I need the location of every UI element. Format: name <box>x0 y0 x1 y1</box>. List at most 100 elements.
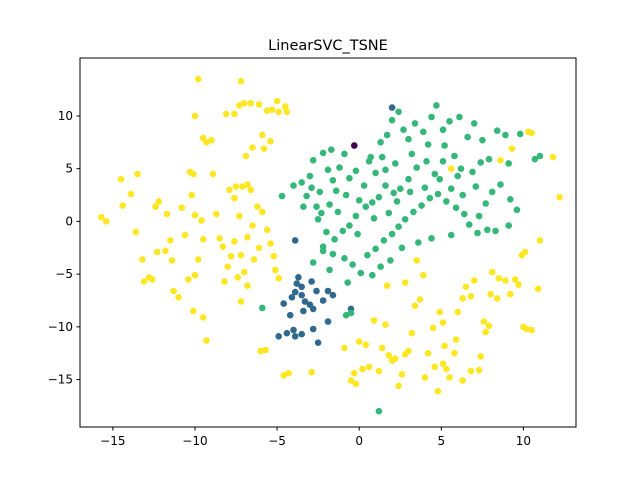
data-point-class-2 <box>278 192 286 200</box>
data-point-class-3 <box>487 290 494 298</box>
data-point-class-3 <box>119 202 126 209</box>
data-point-class-2 <box>378 153 386 161</box>
y-tick-label: 0 <box>65 214 73 228</box>
data-point-class-3 <box>168 257 176 264</box>
data-point-class-3 <box>244 181 251 188</box>
data-point-class-2 <box>513 206 521 214</box>
data-point-class-3 <box>188 191 195 199</box>
data-point-class-2 <box>479 136 486 144</box>
data-point-class-2 <box>385 209 393 217</box>
data-point-class-3 <box>446 374 453 381</box>
data-point-class-3 <box>175 294 182 301</box>
data-point-class-2 <box>406 188 414 196</box>
data-point-class-3 <box>420 271 427 279</box>
data-point-class-3 <box>462 283 470 291</box>
data-point-class-3 <box>224 263 232 271</box>
data-point-class-3 <box>263 107 271 114</box>
data-point-class-2 <box>329 250 337 258</box>
data-point-class-3 <box>441 342 448 350</box>
data-point-class-3 <box>170 287 177 295</box>
data-point-class-3 <box>536 237 544 244</box>
data-point-class-3 <box>255 244 263 252</box>
data-point-class-3 <box>534 285 542 293</box>
data-point-class-2 <box>465 221 473 228</box>
data-point-class-3 <box>181 231 189 239</box>
x-axis: −15 −10 −5 0 5 10 <box>100 427 531 448</box>
data-point-class-2 <box>336 164 343 171</box>
data-point-class-1 <box>291 333 299 340</box>
data-point-class-3 <box>467 293 475 300</box>
data-point-class-2 <box>346 174 353 182</box>
data-point-class-3 <box>477 353 485 360</box>
data-point-class-3 <box>388 357 396 364</box>
data-point-class-3 <box>249 144 256 151</box>
data-point-class-3 <box>237 251 245 259</box>
data-point-class-1 <box>300 307 307 315</box>
data-point-class-3 <box>549 153 557 161</box>
data-point-class-3 <box>247 100 255 107</box>
data-point-class-3 <box>351 369 358 377</box>
data-point-class-2 <box>457 165 465 172</box>
data-point-class-2 <box>439 158 447 165</box>
data-point-class-2 <box>388 116 396 124</box>
y-tick-label: 5 <box>65 162 73 176</box>
data-point-class-2 <box>456 113 463 121</box>
data-point-class-2 <box>398 244 406 252</box>
data-point-class-3 <box>308 368 315 376</box>
y-axis: −15 −10 −5 0 5 10 <box>48 109 80 387</box>
data-point-class-1 <box>290 326 297 334</box>
data-point-class-2 <box>428 235 435 242</box>
data-point-class-2 <box>446 118 453 125</box>
data-point-class-3 <box>395 382 402 390</box>
data-point-class-3 <box>475 366 483 374</box>
data-point-class-2 <box>531 155 539 163</box>
x-tick-label: 10 <box>516 434 531 448</box>
data-point-class-3 <box>485 322 493 330</box>
data-point-class-2 <box>410 208 417 216</box>
data-point-class-3 <box>195 256 202 263</box>
data-point-class-3 <box>257 347 265 355</box>
data-point-class-3 <box>528 326 535 334</box>
data-point-class-3 <box>497 157 504 164</box>
data-point-class-2 <box>461 210 468 218</box>
data-point-class-2 <box>382 182 389 189</box>
data-point-class-2 <box>318 209 325 217</box>
data-point-class-2 <box>469 168 476 176</box>
data-point-class-1 <box>286 311 294 319</box>
data-point-class-1 <box>275 333 283 340</box>
data-point-class-0 <box>351 142 358 149</box>
data-point-class-3 <box>528 129 535 137</box>
data-point-class-2 <box>428 113 435 121</box>
data-point-class-3 <box>365 363 373 371</box>
data-point-class-2 <box>464 133 471 141</box>
data-point-class-3 <box>285 369 292 377</box>
data-point-class-2 <box>401 216 409 223</box>
data-point-class-3 <box>382 321 389 329</box>
data-point-class-3 <box>208 136 215 144</box>
data-point-class-2 <box>300 203 307 210</box>
data-point-class-3 <box>198 217 205 224</box>
data-point-class-2 <box>474 229 481 237</box>
data-point-class-3 <box>240 268 248 276</box>
data-point-class-3 <box>237 298 245 305</box>
data-point-class-2 <box>441 142 448 149</box>
data-point-class-3 <box>191 211 199 219</box>
data-point-class-3 <box>237 77 245 85</box>
data-point-class-2 <box>375 193 383 201</box>
data-point-class-3 <box>452 336 460 343</box>
data-point-class-2 <box>420 128 427 136</box>
data-point-class-3 <box>480 318 488 325</box>
data-point-class-2 <box>334 208 342 216</box>
data-point-class-3 <box>213 210 220 218</box>
data-point-class-2 <box>328 146 335 153</box>
data-point-class-1 <box>308 278 315 285</box>
data-point-class-2 <box>313 203 320 210</box>
x-tick-label: −15 <box>100 434 125 448</box>
data-point-class-3 <box>263 226 271 234</box>
data-point-class-3 <box>267 240 274 247</box>
chart-title: LinearSVC_TSNE <box>268 38 388 54</box>
data-point-class-3 <box>221 278 228 285</box>
data-point-class-1 <box>324 318 332 325</box>
data-point-class-3 <box>459 377 467 384</box>
